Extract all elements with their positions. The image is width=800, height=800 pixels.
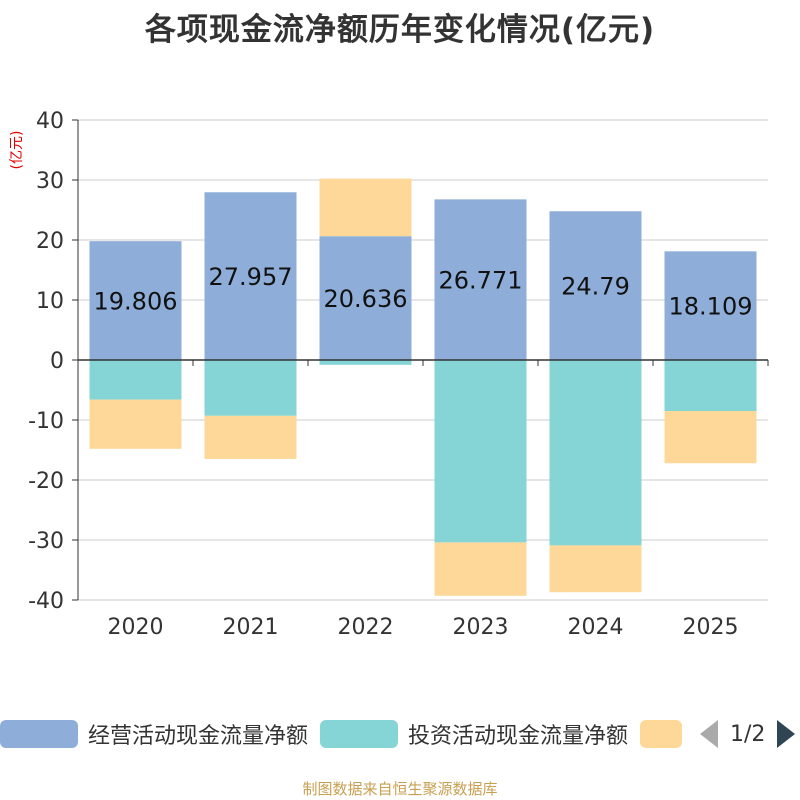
x-tick-label: 2023 [453, 615, 509, 640]
bar-operating [204, 192, 297, 360]
bar-investing [319, 360, 412, 365]
legend-item-financing[interactable] [640, 716, 682, 752]
legend-next-page-icon[interactable] [777, 720, 796, 748]
y-tick-label: 40 [36, 109, 64, 134]
bar-operating [549, 211, 642, 360]
legend-prev-page-icon[interactable] [700, 720, 718, 748]
legend-pager: 1/2 [700, 720, 796, 748]
legend-label-investing: 投资活动现金流量净额 [408, 724, 629, 749]
data-label: 24.79 [561, 273, 630, 301]
bar-investing [204, 360, 297, 416]
bar-financing [549, 545, 642, 593]
bar-investing [434, 360, 527, 543]
bar-financing [664, 411, 757, 464]
y-tick-label: 30 [36, 169, 64, 194]
legend-page-indicator: 1/2 [730, 721, 766, 747]
data-label: 18.109 [669, 293, 753, 321]
legend-swatch-operating [0, 720, 78, 748]
data-label: 26.771 [439, 267, 523, 295]
y-tick-label: -30 [28, 529, 64, 554]
bar-investing [549, 360, 642, 546]
bar-operating [434, 199, 527, 360]
y-tick-label: 0 [50, 349, 64, 374]
data-label: 19.806 [94, 288, 178, 316]
bar-financing [89, 399, 182, 449]
chart-title: 各项现金流净额历年变化情况(亿元) [144, 12, 656, 48]
data-source-note: 制图数据来自恒生聚源数据库 [302, 780, 498, 798]
x-tick-label: 2025 [683, 615, 739, 640]
legend-swatch-financing [640, 720, 682, 748]
data-label: 20.636 [324, 285, 408, 313]
x-tick-label: 2020 [108, 615, 164, 640]
x-tick-label: 2022 [338, 615, 394, 640]
x-tick-label: 2021 [223, 615, 279, 640]
legend-item-investing[interactable]: 投资活动现金流量净额 [320, 716, 628, 752]
bar-investing [89, 360, 182, 400]
bar-operating [664, 251, 757, 360]
y-tick-label: -40 [28, 589, 64, 614]
bar-financing [319, 178, 412, 237]
legend-swatch-investing [320, 720, 398, 748]
data-label: 27.957 [209, 263, 293, 291]
bar-operating [319, 236, 412, 360]
legend-item-operating[interactable]: 经营活动现金流量净额 [0, 716, 308, 752]
bar-financing [434, 542, 527, 596]
y-tick-label: -10 [28, 409, 64, 434]
legend-label-operating: 经营活动现金流量净额 [88, 724, 309, 749]
bar-operating [89, 241, 182, 360]
y-tick-label: -20 [28, 469, 64, 494]
bar-financing [204, 415, 297, 459]
x-tick-label: 2024 [568, 615, 624, 640]
y-tick-label: 10 [36, 289, 64, 314]
y-tick-label: 20 [36, 229, 64, 254]
legend: 经营活动现金流量净额 投资活动现金流量净额 1/2 [0, 716, 800, 752]
bar-investing [664, 360, 757, 411]
